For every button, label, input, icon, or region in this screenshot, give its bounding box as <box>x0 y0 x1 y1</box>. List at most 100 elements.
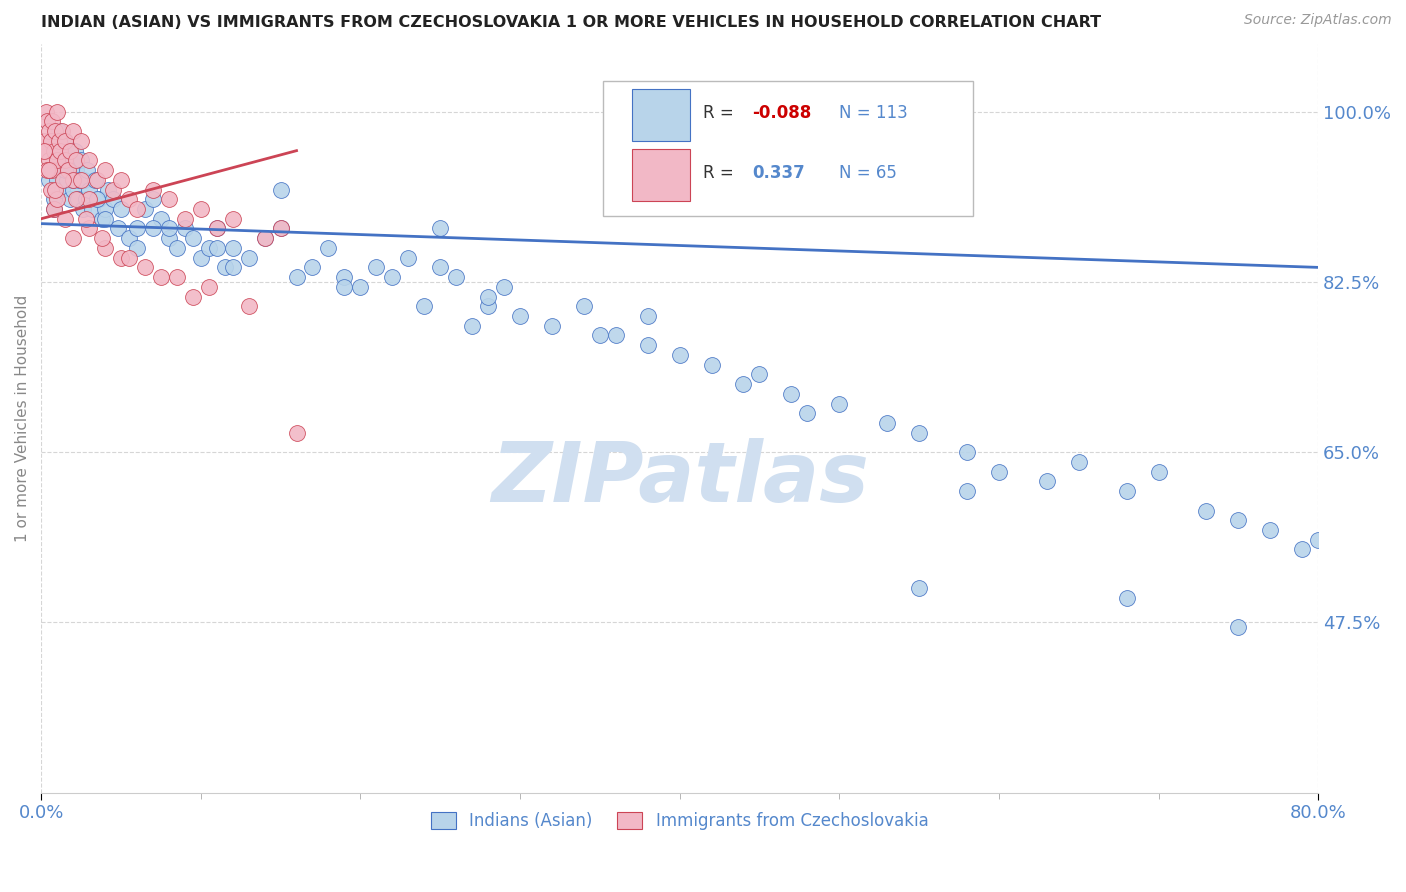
Point <box>605 328 627 343</box>
Point <box>34 144 56 158</box>
Point <box>1036 475 1059 489</box>
Point <box>46 192 69 206</box>
Point <box>38 173 60 187</box>
Point <box>429 260 451 275</box>
Point <box>572 299 595 313</box>
Point <box>381 270 404 285</box>
Point <box>796 406 818 420</box>
Point <box>413 299 436 313</box>
Point <box>733 377 755 392</box>
Point <box>125 241 148 255</box>
Point <box>221 260 243 275</box>
Point <box>1227 620 1250 634</box>
Point <box>142 192 165 206</box>
Point <box>333 270 356 285</box>
Point <box>748 368 770 382</box>
Point <box>429 221 451 235</box>
Point <box>67 173 90 187</box>
Point <box>1227 513 1250 527</box>
Point <box>44 124 66 138</box>
Point <box>35 144 58 158</box>
Point <box>65 192 87 206</box>
Point <box>42 144 65 158</box>
Point <box>444 270 467 285</box>
Point <box>157 192 180 206</box>
Point <box>477 299 499 313</box>
Point <box>77 153 100 168</box>
Point <box>492 280 515 294</box>
Point <box>77 183 100 197</box>
Y-axis label: 1 or more Vehicles in Household: 1 or more Vehicles in Household <box>15 294 30 541</box>
Point <box>84 173 107 187</box>
Point <box>908 582 931 596</box>
Point <box>173 211 195 226</box>
Point <box>142 183 165 197</box>
Point <box>75 192 97 206</box>
Point <box>46 153 69 168</box>
Point <box>41 114 63 128</box>
Point <box>77 192 100 206</box>
Point <box>205 221 228 235</box>
Point <box>197 241 219 255</box>
Point <box>66 192 89 206</box>
FancyBboxPatch shape <box>603 81 973 216</box>
Point <box>956 484 979 499</box>
Point <box>38 153 60 168</box>
Point <box>101 192 124 206</box>
Point <box>37 114 59 128</box>
Point <box>205 241 228 255</box>
Point <box>987 465 1010 479</box>
Point <box>46 173 69 187</box>
Point <box>1115 484 1137 499</box>
Point <box>53 211 76 226</box>
Point <box>38 163 60 178</box>
Point <box>205 221 228 235</box>
Point <box>62 173 84 187</box>
Point <box>190 202 212 216</box>
Point <box>270 221 292 235</box>
Point <box>53 134 76 148</box>
Point <box>1195 503 1218 517</box>
Point <box>39 163 62 178</box>
Point <box>637 309 659 323</box>
FancyBboxPatch shape <box>633 88 690 141</box>
Point <box>70 134 93 148</box>
Point <box>75 211 97 226</box>
Point <box>77 221 100 235</box>
Text: ZIPatlas: ZIPatlas <box>491 438 869 518</box>
Point <box>285 425 308 440</box>
Point <box>82 202 104 216</box>
Point <box>318 241 340 255</box>
Point <box>157 221 180 235</box>
Point <box>1115 591 1137 606</box>
Point <box>366 260 388 275</box>
Point <box>509 309 531 323</box>
Point <box>173 221 195 235</box>
Point <box>118 192 141 206</box>
Point <box>101 183 124 197</box>
Point <box>270 183 292 197</box>
Point <box>52 173 75 187</box>
Point <box>59 192 82 206</box>
Point <box>44 183 66 197</box>
Point <box>253 231 276 245</box>
Point <box>51 124 73 138</box>
Point <box>157 231 180 245</box>
Point <box>58 163 80 178</box>
Point <box>166 241 188 255</box>
Point <box>125 202 148 216</box>
Text: 0.337: 0.337 <box>752 164 806 182</box>
Point <box>589 328 612 343</box>
Point <box>190 251 212 265</box>
Point <box>39 183 62 197</box>
Point <box>41 134 63 148</box>
Legend: Indians (Asian), Immigrants from Czechoslovakia: Indians (Asian), Immigrants from Czechos… <box>425 805 935 837</box>
Point <box>637 338 659 352</box>
Point <box>118 231 141 245</box>
FancyBboxPatch shape <box>633 149 690 201</box>
Point <box>1291 542 1313 557</box>
Text: R =: R = <box>703 104 738 122</box>
Point <box>59 144 82 158</box>
Point <box>51 183 73 197</box>
Point <box>181 289 204 303</box>
